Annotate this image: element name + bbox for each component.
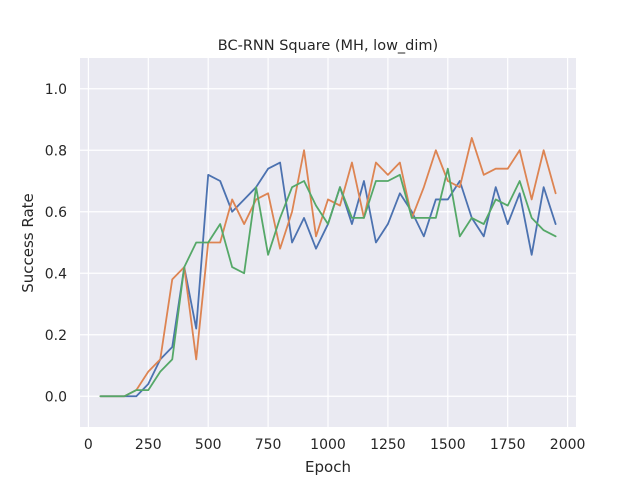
y-tick-label: 0.6: [45, 205, 67, 221]
x-tick-label: 1750: [490, 437, 526, 453]
series-line-3: [99, 167, 557, 398]
chart-title: BC-RNN Square (MH, low_dim): [218, 38, 438, 54]
x-tick-label: 250: [135, 437, 162, 453]
series-line-2: [99, 137, 557, 398]
y-tick-label: 0.8: [45, 143, 67, 159]
series-layer: [99, 137, 557, 398]
y-axis-label: Success Rate: [19, 193, 37, 293]
x-tick-label: 1000: [310, 437, 346, 453]
x-tick-label: 1500: [430, 437, 466, 453]
grid: [80, 58, 576, 427]
x-axis-label: Epoch: [305, 458, 351, 476]
y-tick-label: 0.2: [45, 328, 67, 344]
x-tick-label: 2000: [550, 437, 586, 453]
y-tick-label: 1.0: [45, 82, 67, 98]
y-tick-label: 0.0: [45, 389, 67, 405]
x-tick-label: 1250: [370, 437, 406, 453]
x-tick-label: 500: [195, 437, 222, 453]
y-axis-ticks: 0.0 0.2 0.4 0.6 0.8 1.0: [45, 82, 67, 406]
x-tick-label: 750: [255, 437, 282, 453]
y-tick-label: 0.4: [45, 266, 67, 282]
x-axis-ticks: 0 250 500 750 1000 1250 1500 1750 2000: [84, 437, 586, 453]
x-tick-label: 0: [84, 437, 93, 453]
